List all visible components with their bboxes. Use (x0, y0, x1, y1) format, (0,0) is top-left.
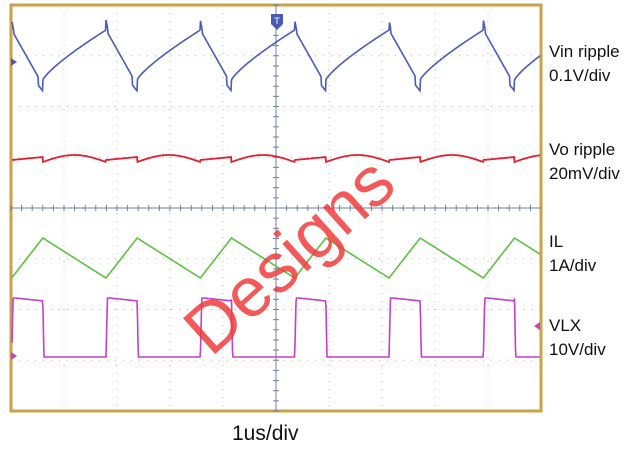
ch4-ref-marker-right (534, 322, 540, 330)
ch2-name: Vo ripple (549, 138, 620, 162)
trigger-marker: T (271, 14, 283, 30)
ch4-scale: 10V/div (549, 338, 606, 362)
ch3-name: IL (549, 230, 596, 254)
scope-grid (11, 5, 541, 411)
ch1-name: Vin ripple (549, 40, 620, 64)
ch1-scale: 0.1V/div (549, 64, 620, 88)
ch1-level-marker (11, 58, 17, 66)
trigger-marker-label: T (274, 16, 280, 26)
ch4-label: VLX 10V/div (549, 314, 606, 362)
ch2-scale: 20mV/div (549, 162, 620, 186)
ch3-scale: 1A/div (549, 254, 596, 278)
ch1-label: Vin ripple 0.1V/div (549, 40, 620, 88)
ch2-label: Vo ripple 20mV/div (549, 138, 620, 186)
ch3-label: IL 1A/div (549, 230, 596, 278)
ch4-level-marker (11, 352, 17, 360)
ch4-name: VLX (549, 314, 606, 338)
timebase-label: 1us/div (232, 422, 299, 446)
